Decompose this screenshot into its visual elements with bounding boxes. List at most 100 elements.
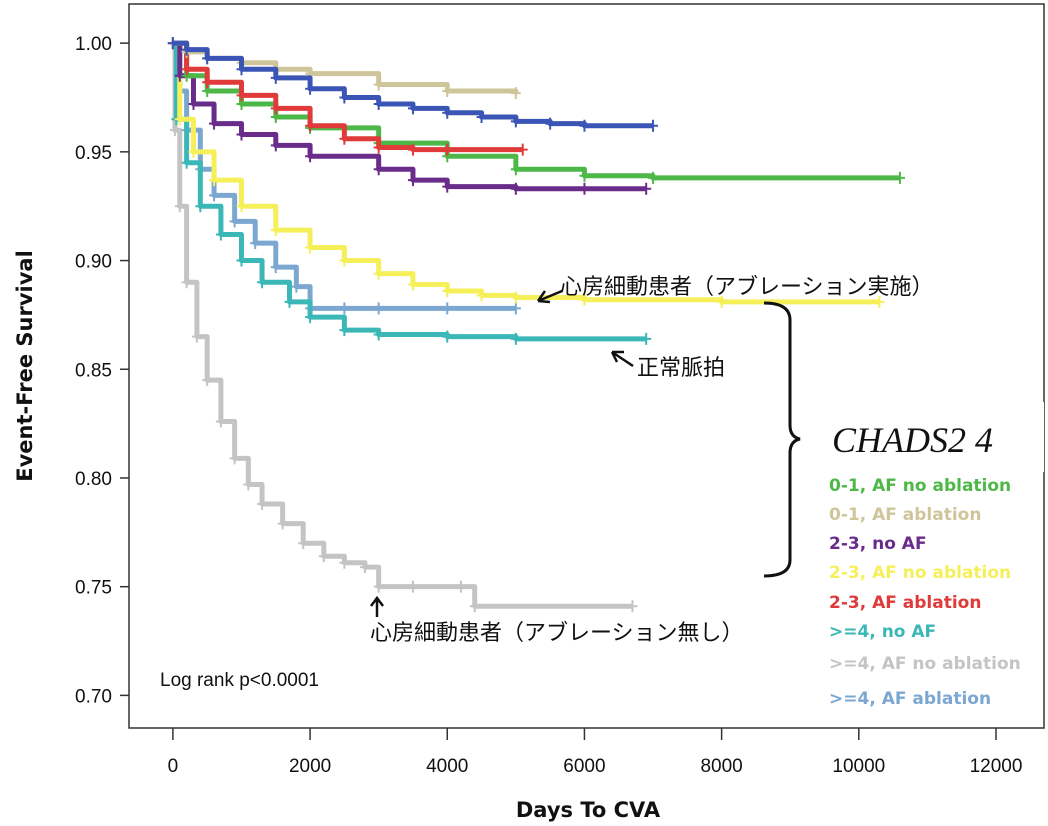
censor-mark [209,189,220,202]
censor-mark [202,374,213,387]
censor-mark [167,37,178,50]
censor-mark [209,117,220,130]
censor-mark [442,284,453,297]
censor-mark [407,278,418,291]
censor-mark [476,111,487,124]
censor-mark [455,580,466,593]
chads-label: CHADS2 4 [832,420,993,460]
censor-mark [188,145,199,158]
censor-mark [229,215,240,228]
series-tail [172,42,633,607]
chads-box [815,402,1044,472]
series-curve [167,37,885,308]
sinus-annotation: 正常脈拍 [637,356,725,381]
censor-mark [579,182,590,195]
censor-mark [407,580,418,593]
censor-mark [579,119,590,132]
x-tick-label: 4000 [426,756,468,777]
legend-entry: 2-3, no AF [829,534,927,554]
y-tick-label: 0.75 [75,578,112,599]
censor-mark [339,254,350,267]
censor-mark [270,139,281,152]
censor-mark [442,180,453,193]
censor-mark [339,302,350,315]
survival-curves [167,37,905,613]
legend: 0-1, AF no ablation 0-1, AF ablation 2-3, … [829,476,1021,709]
legend-entry: 0-1, AF no ablation [829,476,1011,496]
censor-mark [243,478,254,491]
series-curve [167,37,528,156]
censor-mark [476,289,487,302]
series-curve [167,37,659,132]
censor-mark [181,43,192,56]
censor-mark [373,267,384,280]
y-axis-title: Event-Free Survival [13,250,37,482]
censor-mark [545,117,556,130]
censor-mark [517,143,528,156]
censor-mark [442,302,453,315]
censor-mark [305,311,316,324]
x-axis: 0 2000 4000 6000 8000 10000 12000 [168,728,1023,777]
censor-mark [510,302,521,315]
censor-mark [250,237,261,250]
censor-mark [284,295,295,308]
censor-mark [510,163,521,176]
y-tick-label: 0.80 [75,469,112,490]
x-tick-label: 0 [168,756,179,777]
censor-mark [442,143,453,156]
censor-mark [215,228,226,241]
x-tick-label: 12000 [970,756,1023,777]
chads-bracket [763,301,801,578]
censor-mark [510,332,521,345]
y-tick-label: 0.90 [75,252,112,273]
y-tick-label: 1.00 [75,34,112,55]
censor-mark [874,295,885,308]
series-line [172,40,519,94]
censor-mark [627,600,638,613]
no-ablation-annotation: 心房細動患者（アブレーション無し） [370,621,744,646]
x-tick-label: 6000 [563,756,605,777]
legend-entry: >=4, no AF [829,622,936,642]
censor-mark [236,63,247,76]
y-tick-label: 0.70 [75,686,112,707]
series-line [172,40,880,305]
legend-entry: 2-3, AF ablation [829,593,981,613]
censor-mark [641,182,652,195]
censor-mark [339,556,350,569]
censor-mark [298,537,309,550]
censor-mark [407,102,418,115]
censor-mark [510,115,521,128]
censor-mark [510,182,521,195]
censor-mark [373,163,384,176]
censor-mark [195,200,206,213]
censor-mark [469,600,480,613]
censor-mark [169,124,180,137]
censor-mark [339,324,350,337]
censor-mark [510,87,521,100]
censor-mark [215,415,226,428]
censor-mark [202,52,213,65]
censor-mark [174,113,185,126]
no-ablation-arrow [370,595,384,617]
x-tick-label: 8000 [700,756,742,777]
y-tick-label: 0.95 [75,143,112,164]
censor-mark [648,171,659,184]
censor-mark [270,102,281,115]
censor-mark [305,241,316,254]
censor-mark [305,119,316,132]
censor-mark [270,224,281,237]
censor-mark [510,291,521,304]
series-curve [167,37,521,315]
series-curve [167,37,652,345]
x-tick-label: 2000 [289,756,331,777]
censor-mark [236,254,247,267]
x-tick-label: 10000 [832,756,885,777]
censor-mark [716,295,727,308]
ablation-annotation: 心房細動患者（アブレーション実施） [560,275,934,300]
censor-mark [579,293,590,306]
censor-mark [339,132,350,145]
censor-mark [442,84,453,97]
censor-mark [174,200,185,213]
censor-mark [191,330,202,343]
